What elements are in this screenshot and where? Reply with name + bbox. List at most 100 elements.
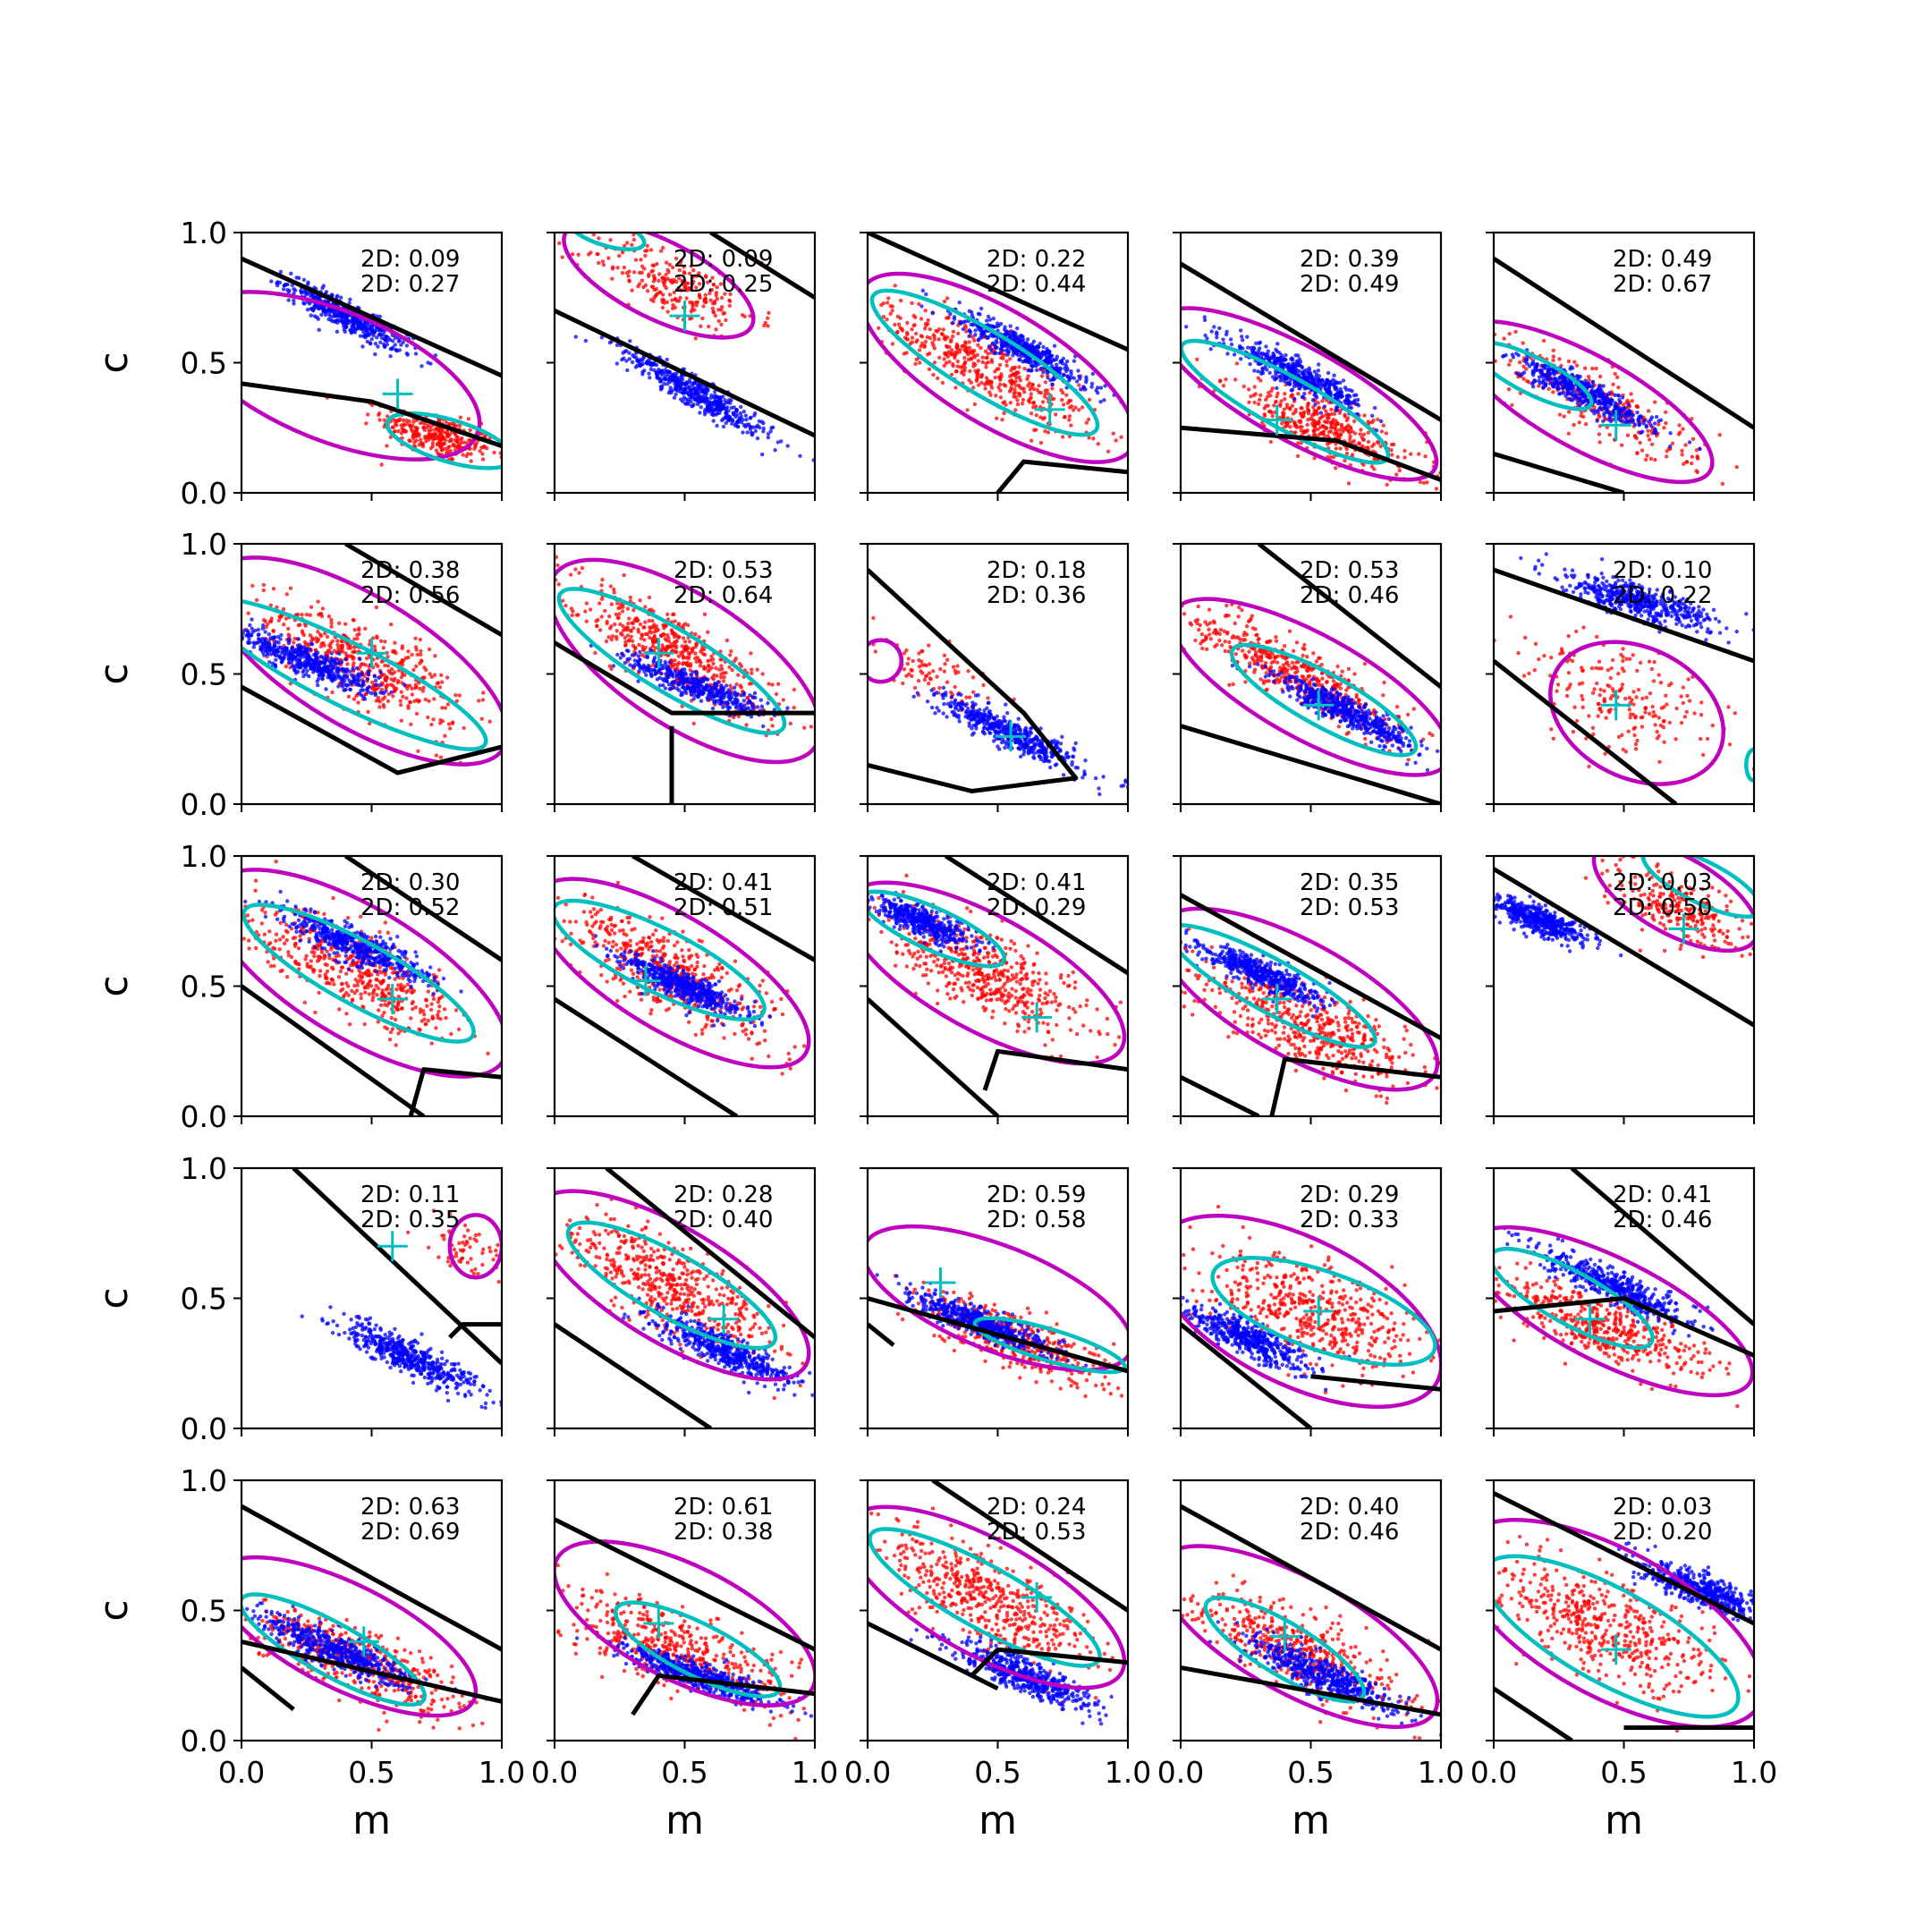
blue-point xyxy=(1275,386,1279,391)
red-point xyxy=(1004,384,1008,388)
red-point xyxy=(1299,428,1304,433)
red-point xyxy=(450,721,455,725)
blue-point xyxy=(1549,377,1554,381)
red-point xyxy=(557,241,562,246)
red-point xyxy=(910,335,915,340)
red-point xyxy=(724,318,728,323)
red-point xyxy=(1284,405,1290,410)
red-point xyxy=(949,372,954,377)
red-point xyxy=(1326,416,1331,420)
blue-point xyxy=(373,691,377,696)
red-point xyxy=(436,681,441,685)
black-contour xyxy=(709,233,815,300)
red-point xyxy=(384,685,389,691)
blue-point xyxy=(1041,344,1046,350)
red-point xyxy=(1029,438,1034,443)
red-point xyxy=(422,665,427,670)
red-point xyxy=(427,647,432,652)
red-point xyxy=(1282,411,1286,416)
blue-point xyxy=(665,369,670,374)
blue-point xyxy=(1323,385,1327,390)
red-point xyxy=(1064,393,1069,397)
blue-point xyxy=(1586,384,1591,388)
red-point xyxy=(1670,441,1675,445)
red-point xyxy=(384,678,388,683)
red-point xyxy=(640,264,645,268)
red-point xyxy=(284,664,288,669)
red-point xyxy=(1218,379,1223,384)
red-point xyxy=(436,419,441,423)
blue-point xyxy=(377,682,383,688)
red-point xyxy=(428,672,432,676)
blue-point xyxy=(1626,402,1631,407)
red-point xyxy=(716,318,721,324)
blue-point xyxy=(340,316,344,320)
blue-point xyxy=(1621,406,1626,411)
blue-point xyxy=(724,413,729,418)
red-point xyxy=(1106,449,1111,453)
red-point xyxy=(1664,454,1669,459)
red-point xyxy=(316,599,320,604)
blue-point xyxy=(999,340,1004,344)
red-point xyxy=(684,296,689,301)
blue-point xyxy=(358,326,362,330)
blue-point xyxy=(1580,400,1586,404)
red-point xyxy=(944,360,949,365)
red-point xyxy=(697,282,702,286)
red-point xyxy=(767,310,771,315)
red-point xyxy=(383,640,387,644)
red-point xyxy=(1329,429,1334,434)
red-point xyxy=(922,344,927,350)
red-point xyxy=(1366,445,1370,450)
red-point xyxy=(352,649,357,654)
blue-point xyxy=(1307,368,1312,373)
red-point xyxy=(430,444,435,448)
blue-point xyxy=(1553,377,1557,381)
red-point xyxy=(1224,377,1228,382)
red-point xyxy=(1402,455,1407,460)
blue-point xyxy=(1296,361,1301,367)
red-point xyxy=(439,437,444,442)
red-point xyxy=(951,364,955,369)
blue-point xyxy=(991,325,996,329)
red-point xyxy=(1566,359,1572,364)
blue-point xyxy=(1327,383,1332,387)
red-point xyxy=(665,276,670,281)
blue-point xyxy=(779,439,784,444)
blue-point xyxy=(672,372,677,377)
blue-point xyxy=(951,320,955,326)
blue-point xyxy=(696,394,700,398)
blue-point xyxy=(1338,390,1343,394)
blue-point xyxy=(323,309,327,313)
blue-point xyxy=(624,359,629,363)
red-point xyxy=(382,705,386,709)
blue-point xyxy=(1668,444,1673,449)
red-point xyxy=(421,425,426,430)
blue-point xyxy=(1318,379,1322,384)
blue-point xyxy=(1274,377,1278,381)
blue-point xyxy=(1003,325,1007,329)
red-point xyxy=(913,315,918,319)
red-point xyxy=(708,298,713,302)
blue-point xyxy=(1641,421,1646,426)
blue-point xyxy=(1624,419,1630,423)
blue-point xyxy=(1546,368,1551,373)
blue-point xyxy=(362,323,367,327)
blue-point xyxy=(1045,360,1049,365)
red-point xyxy=(1295,441,1301,445)
red-point xyxy=(1264,397,1268,402)
red-point xyxy=(438,717,443,723)
red-point xyxy=(1221,384,1226,388)
red-point xyxy=(941,327,945,332)
red-point xyxy=(345,642,350,647)
blue-point xyxy=(350,324,354,329)
blue-point xyxy=(343,313,347,318)
red-point xyxy=(366,412,370,417)
blue-point xyxy=(1605,393,1610,397)
red-point xyxy=(1418,479,1423,485)
blue-point xyxy=(269,279,274,284)
red-point xyxy=(1026,384,1030,388)
blue-point xyxy=(1250,349,1256,353)
blue-point xyxy=(1593,389,1598,394)
